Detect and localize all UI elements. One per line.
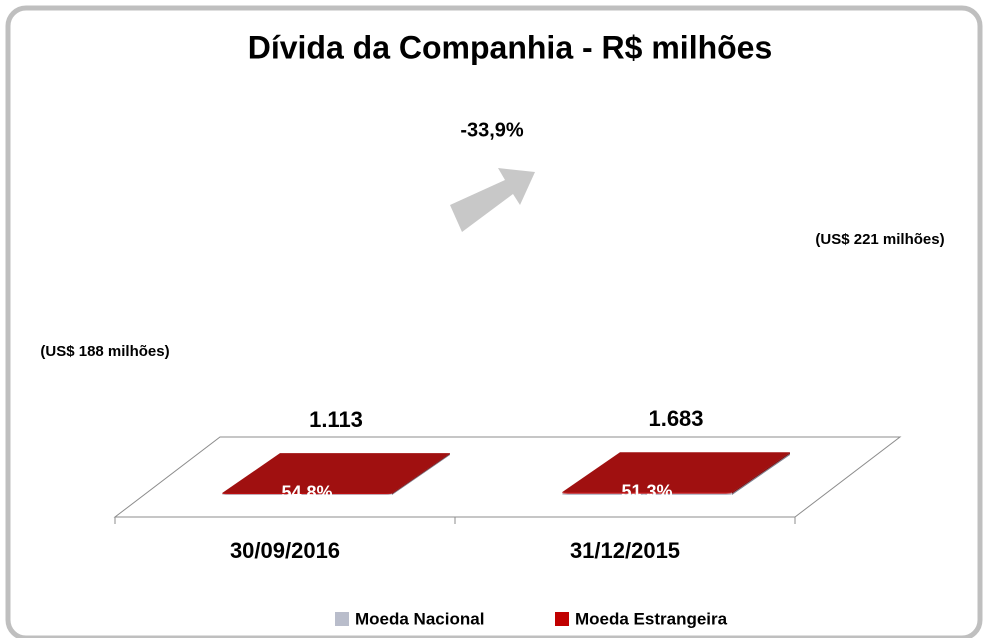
bar-side bbox=[732, 453, 790, 495]
bar-front bbox=[562, 492, 732, 494]
note: (US$ 188 milhões) bbox=[40, 343, 169, 360]
bar-side bbox=[392, 453, 450, 495]
chart-title: Dívida da Companhia - R$ milhões bbox=[248, 29, 773, 65]
panel bbox=[5, 5, 983, 641]
note: (US$ 221 milhões) bbox=[815, 231, 944, 248]
floor bbox=[113, 436, 902, 518]
x-tick-label: 31/12/2015 bbox=[570, 538, 680, 563]
legend-label: Moeda Nacional bbox=[355, 609, 484, 628]
value-label: 51,3% bbox=[621, 482, 672, 502]
bar-front bbox=[222, 494, 392, 495]
bar-segment bbox=[222, 453, 450, 495]
bar-segment bbox=[562, 452, 790, 494]
value-label: 54,8% bbox=[281, 482, 332, 502]
arrow bbox=[450, 168, 535, 232]
bar-side bbox=[392, 454, 450, 495]
bar-front bbox=[222, 493, 392, 495]
legend-swatch bbox=[555, 612, 569, 626]
bar-top bbox=[562, 452, 790, 493]
bar-front bbox=[562, 493, 732, 495]
total-label: 1.113 bbox=[309, 407, 363, 432]
total-label: 1.683 bbox=[648, 406, 703, 431]
bar-side bbox=[732, 452, 790, 494]
legend-swatch bbox=[335, 612, 349, 626]
x-tick-label: 30/09/2016 bbox=[230, 538, 340, 563]
change-label: -33,9% bbox=[460, 119, 524, 141]
bar-top bbox=[222, 453, 450, 494]
legend-label: Moeda Estrangeira bbox=[575, 609, 728, 628]
